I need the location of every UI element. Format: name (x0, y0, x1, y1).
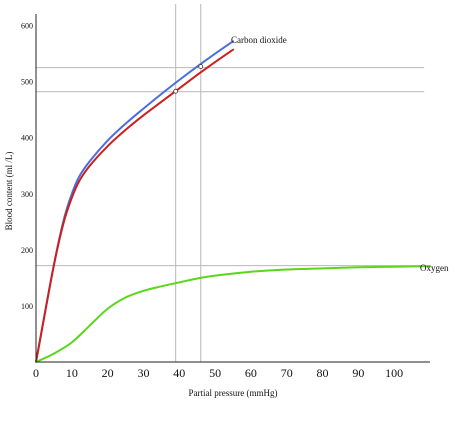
x-tick-label-40: 40 (173, 366, 185, 380)
point-markers (173, 64, 204, 94)
x-tick-label-100: 100 (385, 366, 403, 380)
x-tick-label-70: 70 (281, 366, 293, 380)
series-label-oxygen: Oxygen (420, 263, 449, 273)
point-marker-0 (198, 64, 204, 69)
y-tick-label-500: 500 (21, 78, 33, 87)
x-tick-label-60: 60 (245, 366, 257, 380)
y-axis-title: Blood content (ml /L) (4, 152, 14, 231)
series-lines (35, 40, 431, 363)
series-oxygen-line (35, 265, 431, 363)
point-marker-1 (173, 88, 179, 94)
y-tick-label-100: 100 (21, 302, 33, 311)
series-carbon-dioxide-alt-line (35, 48, 234, 363)
y-tick-label-200: 200 (21, 246, 33, 255)
y-tick-label-300: 300 (21, 190, 33, 199)
x-tick-label-20: 20 (102, 366, 114, 380)
x-tick-label-30: 30 (137, 366, 149, 380)
y-tick-label-600: 600 (21, 22, 33, 31)
series-carbon-dioxide-line (35, 40, 234, 363)
series-label-carbon-dioxide: Carbon dioxide (231, 35, 287, 45)
y-tick-labels: 100 200 300 400 500 600 (21, 22, 33, 311)
y-tick-label-400: 400 (21, 134, 33, 143)
x-tick-label-80: 80 (317, 366, 329, 380)
x-axis-title: Partial pressure (mmHg) (189, 388, 278, 398)
reference-lines (36, 4, 425, 362)
x-tick-label-10: 10 (66, 366, 78, 380)
x-tick-labels: 0 10 20 30 40 50 60 70 80 90 100 (33, 366, 403, 380)
x-tick-label-90: 90 (352, 366, 364, 380)
x-tick-label-50: 50 (209, 366, 221, 380)
x-tick-label-0: 0 (33, 366, 39, 380)
